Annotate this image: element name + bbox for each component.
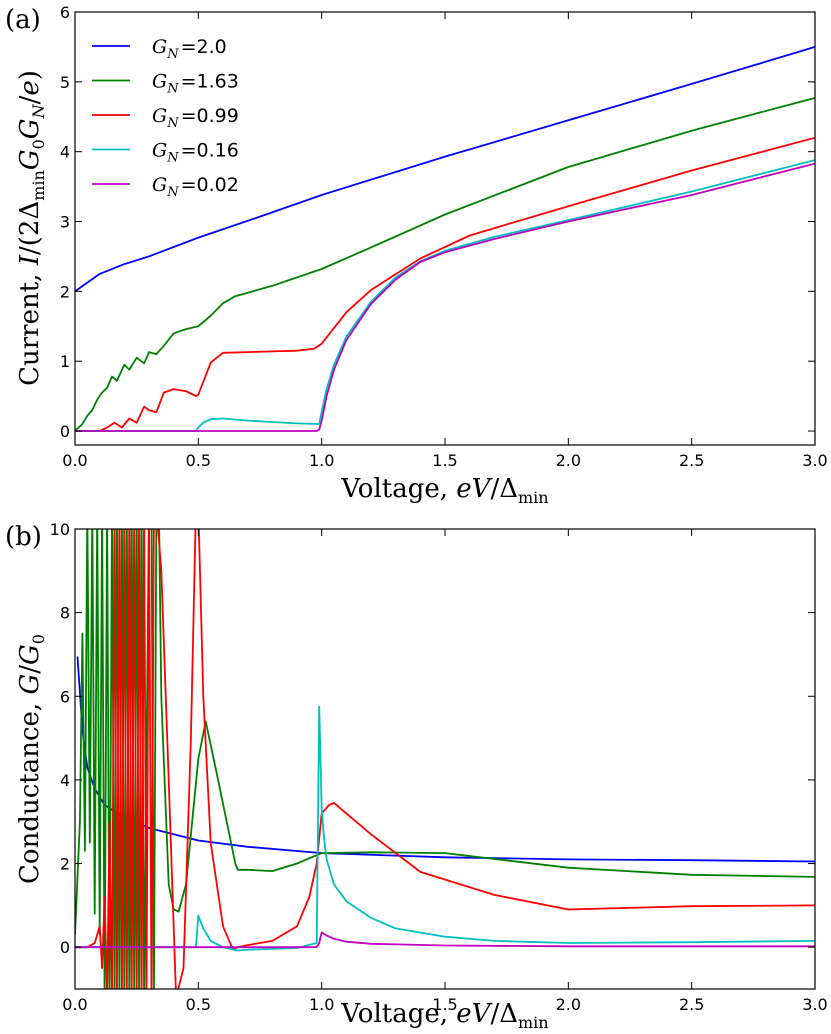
panel-b-series-line-3: [75, 705, 815, 952]
legend: GN =2.0 GN =1.63 GN =0.99 GN =0.16 GN =0.02: [92, 36, 239, 200]
panel-a-y-tick-label: 2: [60, 282, 70, 301]
panel-a-y-tick-label: 3: [60, 213, 70, 232]
panel-label-a: (a): [5, 5, 41, 35]
panel-a-x-tick-label: 2.0: [556, 451, 581, 470]
panel-a-y-tick-label: 6: [60, 3, 70, 22]
panel-b-y-axis-label: Conductance, G/G0: [15, 634, 48, 884]
panel-b-y-tick-label: 4: [60, 771, 70, 790]
svg-text:Conductance, G/G0: Conductance, G/G0: [15, 634, 48, 884]
svg-text:Voltage, eV/Δmin: Voltage, eV/Δmin: [340, 999, 548, 1032]
legend-label-3: GN =0.16: [152, 140, 239, 166]
panel-a-x-tick-label: 1.5: [432, 451, 457, 470]
panel-a-series-line-3: [75, 159, 815, 432]
panel-b-y-tick-label: 10: [50, 520, 70, 539]
panel-b-series: [75, 529, 815, 989]
panel-b-y-tick-label: 8: [60, 604, 70, 623]
panel-b-x-tick-label: 3.0: [802, 995, 827, 1014]
panel-b-x-tick-label: 0.0: [62, 995, 87, 1014]
svg-text:Voltage, eV/Δmin: Voltage, eV/Δmin: [340, 474, 548, 507]
panel-a-series-line-0: [75, 46, 815, 293]
panel-b-x-tick-label: 2.5: [679, 995, 704, 1014]
legend-label-2: GN =0.99: [152, 105, 239, 131]
legend-label-4: GN =0.02: [152, 174, 239, 200]
panel-b-ticks: 0.0 0.5 1.0 1.5 2.0 2.5 3.0 0 2 4 6 8 10: [50, 520, 828, 1014]
panel-a-x-tick-label: 0.5: [186, 451, 211, 470]
panel-b-y-tick-label: 6: [60, 687, 70, 706]
panel-a-series-line-1: [75, 97, 815, 432]
panel-a-series-line-2: [75, 136, 815, 432]
panel-b: (b) 0.0 0.5 1.0 1.5 2.0 2.5 3.0 0 2 4 6 8 10 Voltage…: [5, 520, 828, 1032]
panel-b-x-tick-label: 1.5: [432, 995, 457, 1014]
panel-b-x-tick-label: 2.0: [556, 995, 581, 1014]
panel-a-y-tick-label: 5: [60, 73, 70, 92]
panel-a-y-tick-label: 1: [60, 352, 70, 371]
panel-label-b: (b): [5, 522, 42, 552]
panel-a-series-line-4: [75, 162, 815, 432]
panel-b-y-tick-label: 2: [60, 855, 70, 874]
panel-a-x-axis-label: Voltage, eV/Δmin: [340, 474, 548, 507]
panel-b-x-tick-label: 0.5: [186, 995, 211, 1014]
panel-b-y-tick-label: 0: [60, 938, 70, 957]
panel-a-ticks: 0.0 0.5 1.0 1.5 2.0 2.5 3.0 0 1 2 3 4 5 6: [60, 3, 828, 470]
panel-b-frame: [74, 528, 816, 990]
panel-a-x-tick-label: 0.0: [62, 451, 87, 470]
panel-a-y-tick-label: 0: [60, 422, 70, 441]
panel-b-series-line-4: [75, 931, 815, 949]
panel-a-series: [75, 46, 815, 432]
panel-b-x-axis-label: Voltage, eV/Δmin: [340, 999, 548, 1032]
panel-b-series-line-2: [75, 529, 815, 989]
svg-text:Current, I/(2ΔminG0GN/e): Current, I/(2ΔminG0GN/e): [15, 70, 48, 386]
panel-a-x-tick-label: 1.0: [309, 451, 334, 470]
panel-a-x-tick-label: 3.0: [802, 451, 827, 470]
panel-a-y-axis-label: Current, I/(2ΔminG0GN/e): [15, 70, 48, 386]
legend-label-0: GN =2.0: [152, 36, 227, 62]
panel-a: (a) 0.0 0.5 1.0 1.5 2.0 2.5 3.0 0 1 2 3 4 5 6 Voltage…: [5, 3, 828, 507]
legend-label-1: GN =1.63: [152, 71, 239, 97]
panel-a-x-tick-label: 2.5: [679, 451, 704, 470]
panel-b-x-tick-label: 1.0: [309, 995, 334, 1014]
panel-a-y-tick-label: 4: [60, 143, 70, 162]
panel-b-series-line-1: [75, 529, 815, 989]
